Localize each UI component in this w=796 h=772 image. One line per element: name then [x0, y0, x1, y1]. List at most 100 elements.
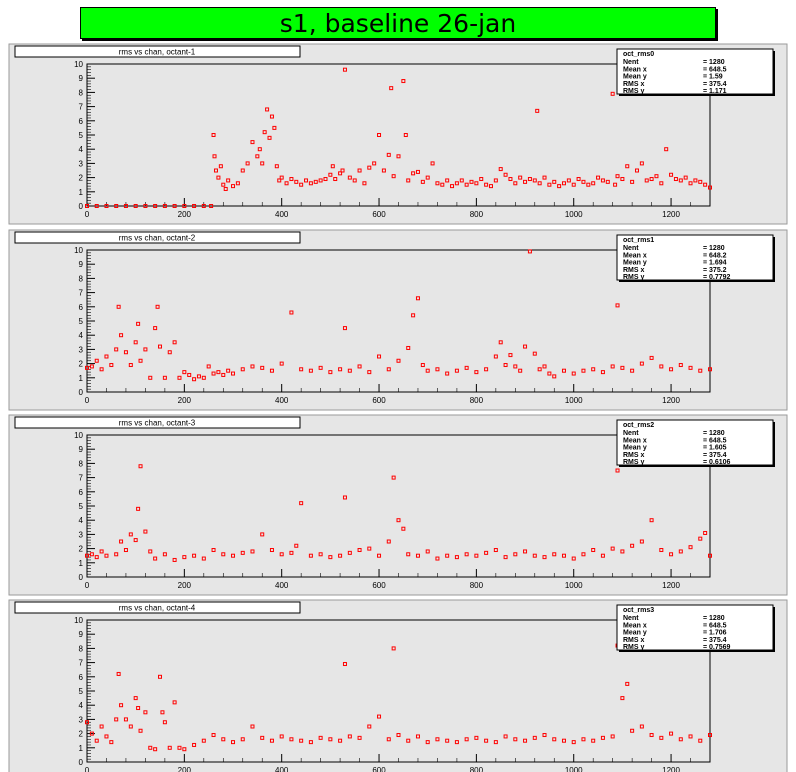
data-point [167, 350, 172, 355]
stats-value: = 375.4 [703, 637, 727, 644]
data-point [440, 182, 445, 187]
data-point [114, 347, 119, 352]
x-tick-label: 400 [275, 396, 289, 405]
y-tick-label: 6 [79, 673, 84, 682]
data-point [678, 737, 683, 742]
data-point [340, 168, 345, 173]
data-point [330, 164, 335, 169]
data-point [688, 545, 693, 550]
data-point [148, 549, 153, 554]
x-tick-label: 600 [372, 581, 386, 590]
data-point [262, 130, 267, 135]
data-point [420, 179, 425, 184]
data-point [177, 375, 182, 380]
data-point [391, 174, 396, 179]
data-point [503, 555, 508, 560]
data-point [299, 738, 304, 743]
data-point [566, 178, 571, 183]
data-point [116, 671, 121, 676]
y-tick-label: 9 [79, 630, 84, 639]
data-point [182, 204, 187, 208]
data-point [552, 179, 557, 184]
data-point [464, 552, 469, 557]
data-point [192, 377, 197, 382]
stats-value: = 0.7792 [703, 274, 731, 281]
x-tick-label: 800 [470, 210, 484, 219]
data-point [445, 371, 450, 376]
plot-title: rms vs chan, octant-1 [14, 45, 301, 58]
x-tick-label: 600 [372, 766, 386, 772]
plot-title-box [14, 601, 301, 614]
data-point [415, 169, 420, 174]
data-point [474, 181, 479, 186]
data-point [99, 367, 104, 372]
y-tick-label: 4 [79, 145, 84, 154]
data-point [192, 204, 197, 208]
stats-value: = 648.5 [703, 66, 727, 73]
y-tick-label: 10 [74, 431, 83, 440]
y-tick-label: 8 [79, 88, 84, 97]
y-tick-label: 3 [79, 159, 84, 168]
data-point [654, 174, 659, 179]
data-point [172, 700, 177, 705]
data-point [659, 364, 664, 369]
x-tick-label: 200 [178, 396, 192, 405]
data-point [104, 553, 109, 558]
data-point [279, 361, 284, 366]
data-point [523, 549, 528, 554]
data-point [698, 536, 703, 541]
data-point [581, 368, 586, 373]
data-point [128, 724, 133, 729]
data-point [498, 340, 503, 345]
data-point [377, 133, 382, 137]
data-point [85, 204, 89, 208]
data-point [411, 171, 416, 176]
data-point [231, 371, 236, 376]
x-tick-label: 0 [85, 210, 90, 219]
data-point [277, 178, 282, 183]
data-point [260, 735, 265, 740]
data-point [367, 165, 372, 170]
data-point [211, 133, 216, 137]
data-point [386, 539, 391, 544]
data-point [148, 745, 153, 750]
data-point [294, 179, 299, 184]
data-point [664, 147, 669, 152]
data-point [289, 310, 294, 315]
data-point [250, 140, 255, 145]
data-point [182, 747, 187, 752]
data-point [342, 67, 347, 72]
data-point [279, 175, 284, 180]
data-point [342, 662, 347, 667]
data-point [406, 178, 411, 183]
data-point [104, 204, 109, 208]
data-point [209, 204, 214, 208]
x-tick-label: 200 [178, 210, 192, 219]
data-point [231, 740, 236, 745]
data-point [386, 152, 391, 157]
x-tick-label: 400 [275, 581, 289, 590]
data-point [600, 735, 605, 740]
data-point [484, 738, 489, 743]
data-point [162, 552, 167, 557]
data-point [454, 555, 459, 560]
x-tick-label: 1000 [565, 210, 583, 219]
data-point [411, 313, 416, 318]
data-point [610, 546, 615, 551]
data-point [250, 364, 255, 369]
y-tick-label: 1 [79, 559, 84, 568]
y-tick-label: 9 [79, 74, 84, 83]
data-point [119, 703, 124, 708]
x-tick-label: 1200 [662, 766, 680, 772]
data-point [372, 161, 377, 166]
x-tick-label: 1000 [565, 396, 583, 405]
data-point [474, 735, 479, 740]
data-point [610, 91, 615, 96]
data-point [328, 172, 333, 177]
data-point [454, 368, 459, 373]
data-point [338, 553, 343, 558]
y-tick-label: 9 [79, 260, 84, 269]
stats-label: Mean y [623, 260, 647, 267]
y-tick-label: 1 [79, 374, 84, 383]
